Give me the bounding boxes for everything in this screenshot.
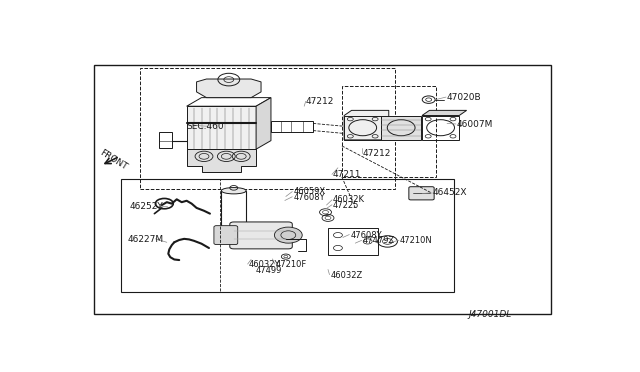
Ellipse shape <box>221 187 246 194</box>
Text: 47608Y: 47608Y <box>293 193 325 202</box>
Bar <box>221 191 246 231</box>
Text: 47225: 47225 <box>333 201 359 209</box>
Polygon shape <box>381 116 421 140</box>
Circle shape <box>275 227 302 243</box>
Text: 47212: 47212 <box>363 149 391 158</box>
Bar <box>342 86 436 177</box>
Text: 47608Y: 47608Y <box>350 231 382 240</box>
Text: FRONT: FRONT <box>99 148 129 172</box>
Text: 47210N: 47210N <box>400 236 433 246</box>
Text: 46452X: 46452X <box>432 188 467 197</box>
Bar <box>140 68 395 189</box>
Polygon shape <box>256 97 271 149</box>
Bar <box>271 121 313 132</box>
Bar <box>328 228 378 255</box>
FancyBboxPatch shape <box>409 187 434 200</box>
Polygon shape <box>422 110 467 116</box>
Bar <box>121 179 454 292</box>
Ellipse shape <box>221 228 246 234</box>
Text: J47001DL: J47001DL <box>468 310 511 319</box>
Text: 47212: 47212 <box>306 97 334 106</box>
FancyBboxPatch shape <box>214 226 237 244</box>
Text: 46032K: 46032K <box>333 195 365 204</box>
Polygon shape <box>196 79 261 97</box>
Bar <box>422 116 459 140</box>
Text: 46252Y: 46252Y <box>129 202 163 211</box>
Text: 47210F: 47210F <box>276 260 307 269</box>
Text: 47479Z: 47479Z <box>363 236 395 246</box>
Text: SEC.460: SEC.460 <box>187 122 224 131</box>
Polygon shape <box>344 110 388 140</box>
Text: 46032Y: 46032Y <box>249 260 280 269</box>
Text: 46227M: 46227M <box>127 235 163 244</box>
Bar <box>94 65 551 314</box>
Text: 46007M: 46007M <box>457 121 493 129</box>
Text: 47211: 47211 <box>333 170 362 179</box>
Text: 46059X: 46059X <box>293 187 325 196</box>
Bar <box>159 132 172 148</box>
FancyBboxPatch shape <box>230 222 292 249</box>
Text: 47020B: 47020B <box>447 93 482 102</box>
Polygon shape <box>187 106 256 149</box>
Polygon shape <box>187 149 256 172</box>
Bar <box>344 116 381 140</box>
Text: 47499: 47499 <box>256 266 282 275</box>
Text: 46032Z: 46032Z <box>330 271 363 280</box>
